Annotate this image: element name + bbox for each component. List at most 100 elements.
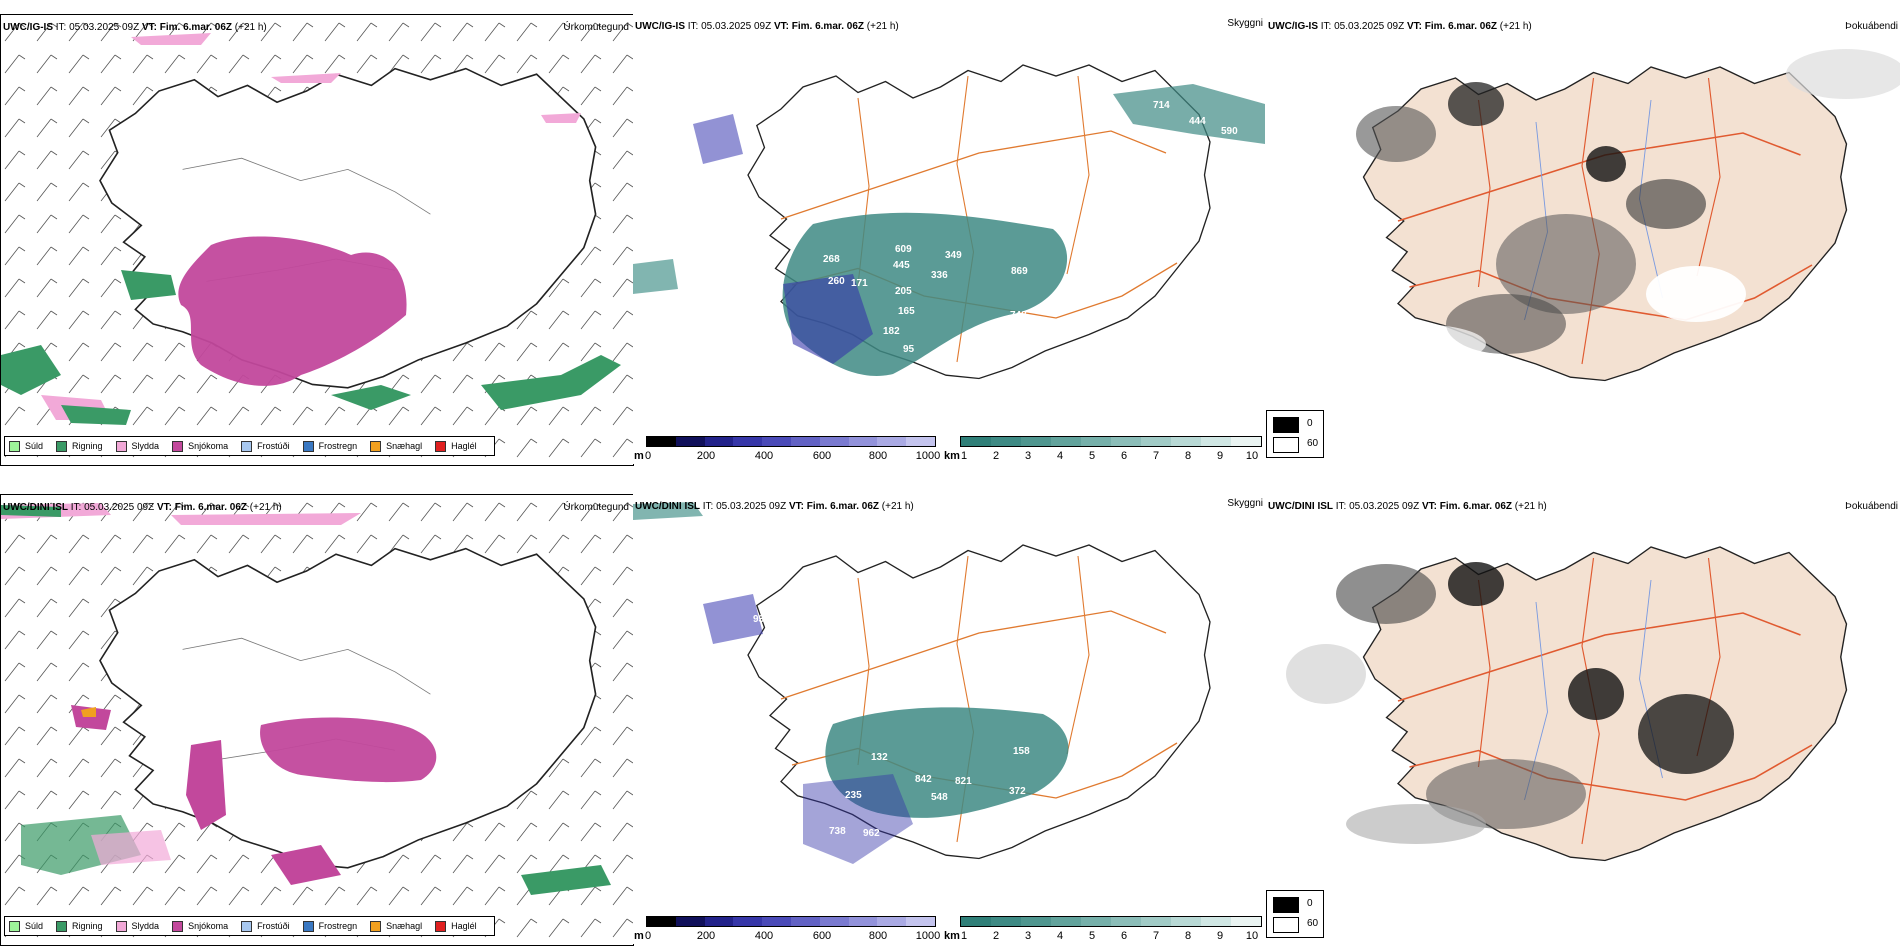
tick-label: 1000 — [915, 930, 941, 942]
vis-label: 349 — [945, 250, 962, 261]
panel-title: Skyggni — [1227, 498, 1263, 509]
precip-map-row2 — [1, 495, 633, 945]
init-time: IT: 05.03.2025 09Z — [687, 21, 772, 32]
fog-swatch-0 — [1273, 417, 1299, 433]
legend-item-snaehagl: Snæhagl — [370, 920, 422, 932]
tick-label: 9 — [1216, 930, 1224, 942]
cloudbase-map-row2 — [633, 502, 1211, 864]
vis-label: 165 — [898, 306, 915, 317]
tick-label: 800 — [868, 930, 888, 942]
panel-title: Þokuábendi — [1845, 501, 1898, 512]
height-colorbar-row2: m 0 200 400 600 800 1000 — [634, 916, 940, 946]
vis-label: 132 — [871, 752, 888, 763]
vis-label: 548 — [931, 792, 948, 803]
vis-label: 158 — [1013, 746, 1030, 757]
tick-label: 10 — [1245, 450, 1259, 462]
legend-item-rigning: Rigning — [56, 440, 103, 452]
vis-label: 444 — [1189, 116, 1206, 127]
vis-label: 93 — [753, 614, 765, 625]
tick-label: 1 — [960, 930, 968, 942]
precip-legend-row1: Súld Rigning Slydda Snjókoma Frostúði Fr… — [4, 436, 495, 456]
cloudbase-map-row1 — [633, 64, 1265, 380]
tick-label: 400 — [754, 930, 774, 942]
precip-legend-row2: Súld Rigning Slydda Snjókoma Frostúði Fr… — [4, 916, 495, 936]
vis-label: 260 — [828, 276, 845, 287]
visibility-unit: km — [944, 450, 960, 462]
tick-label: 1 — [960, 450, 968, 462]
vis-label: 962 — [863, 828, 880, 839]
vis-label: 11 — [726, 399, 737, 410]
vis-label: 738 — [829, 826, 846, 837]
valid-time: VT: Fim. 6.mar. 06Z — [1406, 21, 1498, 32]
vis-label: 821 — [955, 776, 972, 787]
tick-label: 600 — [812, 930, 832, 942]
fog-swatch-60 — [1273, 917, 1299, 933]
fog-map-row2 — [1286, 546, 1848, 862]
lead-time: (+21 h) — [249, 502, 282, 513]
tick-label: 7 — [1152, 930, 1160, 942]
fog-panel-row2: UWC/DINI ISL IT: 05.03.2025 09Z VT: Fim.… — [1266, 494, 1900, 944]
vis-label: 12 — [693, 392, 705, 403]
tick-label: 5 — [1088, 450, 1096, 462]
fog-legend-row2: 0 60 — [1266, 890, 1324, 938]
cloudbase-panel-row2: 93 359 248 290 158 132 842 821 372 235 5… — [633, 494, 1265, 944]
tick-label: 6 — [1120, 450, 1128, 462]
vis-label: 95 — [903, 344, 915, 355]
lead-time: (+21 h) — [881, 501, 914, 512]
panel-header: UWC/DINI ISL IT: 05.03.2025 09Z VT: Fim.… — [3, 502, 282, 514]
precip-type-panel-row1: UWC/IG-IS IT: 05.03.2025 09Z VT: Fim. 6.… — [0, 14, 634, 466]
vis-label: 372 — [1009, 786, 1026, 797]
vis-label: 445 — [893, 260, 910, 271]
legend-item-rigning: Rigning — [56, 920, 103, 932]
tick-label: 5 — [1088, 930, 1096, 942]
lead-time: (+21 h) — [1514, 501, 1547, 512]
legend-item-frostregn: Frostregn — [302, 440, 357, 452]
model-name: UWC/IG-IS — [1268, 21, 1318, 32]
height-colorbar-row1: m 0 200 400 600 800 1000 — [634, 436, 940, 466]
tick-label: 4 — [1056, 930, 1064, 942]
lead-time: (+21 h) — [1499, 21, 1532, 32]
valid-time: VT: Fim. 6.mar. 06Z — [788, 501, 880, 512]
valid-time: VT: Fim. 6.mar. 06Z — [773, 21, 865, 32]
legend-item-snaehagl: Snæhagl — [370, 440, 422, 452]
vis-label: 590 — [1221, 126, 1238, 137]
valid-time: VT: Fim. 6.mar. 06Z — [156, 502, 248, 513]
legend-item-haglel: Haglél — [435, 440, 477, 452]
fog-legend-row1: 0 60 — [1266, 410, 1324, 458]
tick-label: 1000 — [915, 450, 941, 462]
init-time: IT: 05.03.2025 09Z — [702, 501, 787, 512]
vis-label: 842 — [915, 774, 932, 785]
fog-map-row1 — [1346, 49, 1900, 382]
visibility-colorbar-row1: km 1 2 3 4 5 6 7 8 9 10 — [944, 436, 1266, 466]
legend-item-haglel: Haglél — [435, 920, 477, 932]
tick-label: 8 — [1184, 450, 1192, 462]
panel-title: Skyggni — [1227, 18, 1263, 29]
tick-label: 6 — [1120, 930, 1128, 942]
precip-type-panel-row2: UWC/DINI ISL IT: 05.03.2025 09Z VT: Fim.… — [0, 494, 634, 946]
panel-header: UWC/DINI ISL IT: 05.03.2025 09Z VT: Fim.… — [635, 501, 914, 513]
vis-label: 130 — [928, 392, 945, 403]
tick-label: 0 — [644, 450, 652, 462]
legend-item-sudl: Súld — [9, 920, 43, 932]
legend-item-slydda: Slydda — [115, 440, 159, 452]
tick-label: 200 — [696, 450, 716, 462]
tick-label: 2 — [992, 450, 1000, 462]
tick-label: 9 — [1216, 450, 1224, 462]
panel-header: UWC/IG-IS IT: 05.03.2025 09Z VT: Fim. 6.… — [1268, 21, 1532, 33]
vis-label: 359 — [773, 624, 790, 635]
tick-label: 4 — [1056, 450, 1064, 462]
panel-header: UWC/IG-IS IT: 05.03.2025 09Z VT: Fim. 6.… — [3, 22, 267, 34]
height-unit: m — [634, 930, 644, 942]
tick-label: 600 — [812, 450, 832, 462]
tick-label: 7 — [1152, 450, 1160, 462]
model-name: UWC/IG-IS — [3, 22, 53, 33]
legend-item-frostudi: Frostúði — [241, 440, 290, 452]
tick-label: 10 — [1245, 930, 1259, 942]
init-time: IT: 05.03.2025 09Z — [70, 502, 155, 513]
model-name: UWC/DINI ISL — [3, 502, 68, 513]
vis-label: 194 — [935, 874, 952, 885]
panel-header: UWC/DINI ISL IT: 05.03.2025 09Z VT: Fim.… — [1268, 501, 1547, 513]
tick-label: 400 — [754, 450, 774, 462]
vis-label: 128 — [901, 386, 918, 397]
height-unit: m — [634, 450, 644, 462]
